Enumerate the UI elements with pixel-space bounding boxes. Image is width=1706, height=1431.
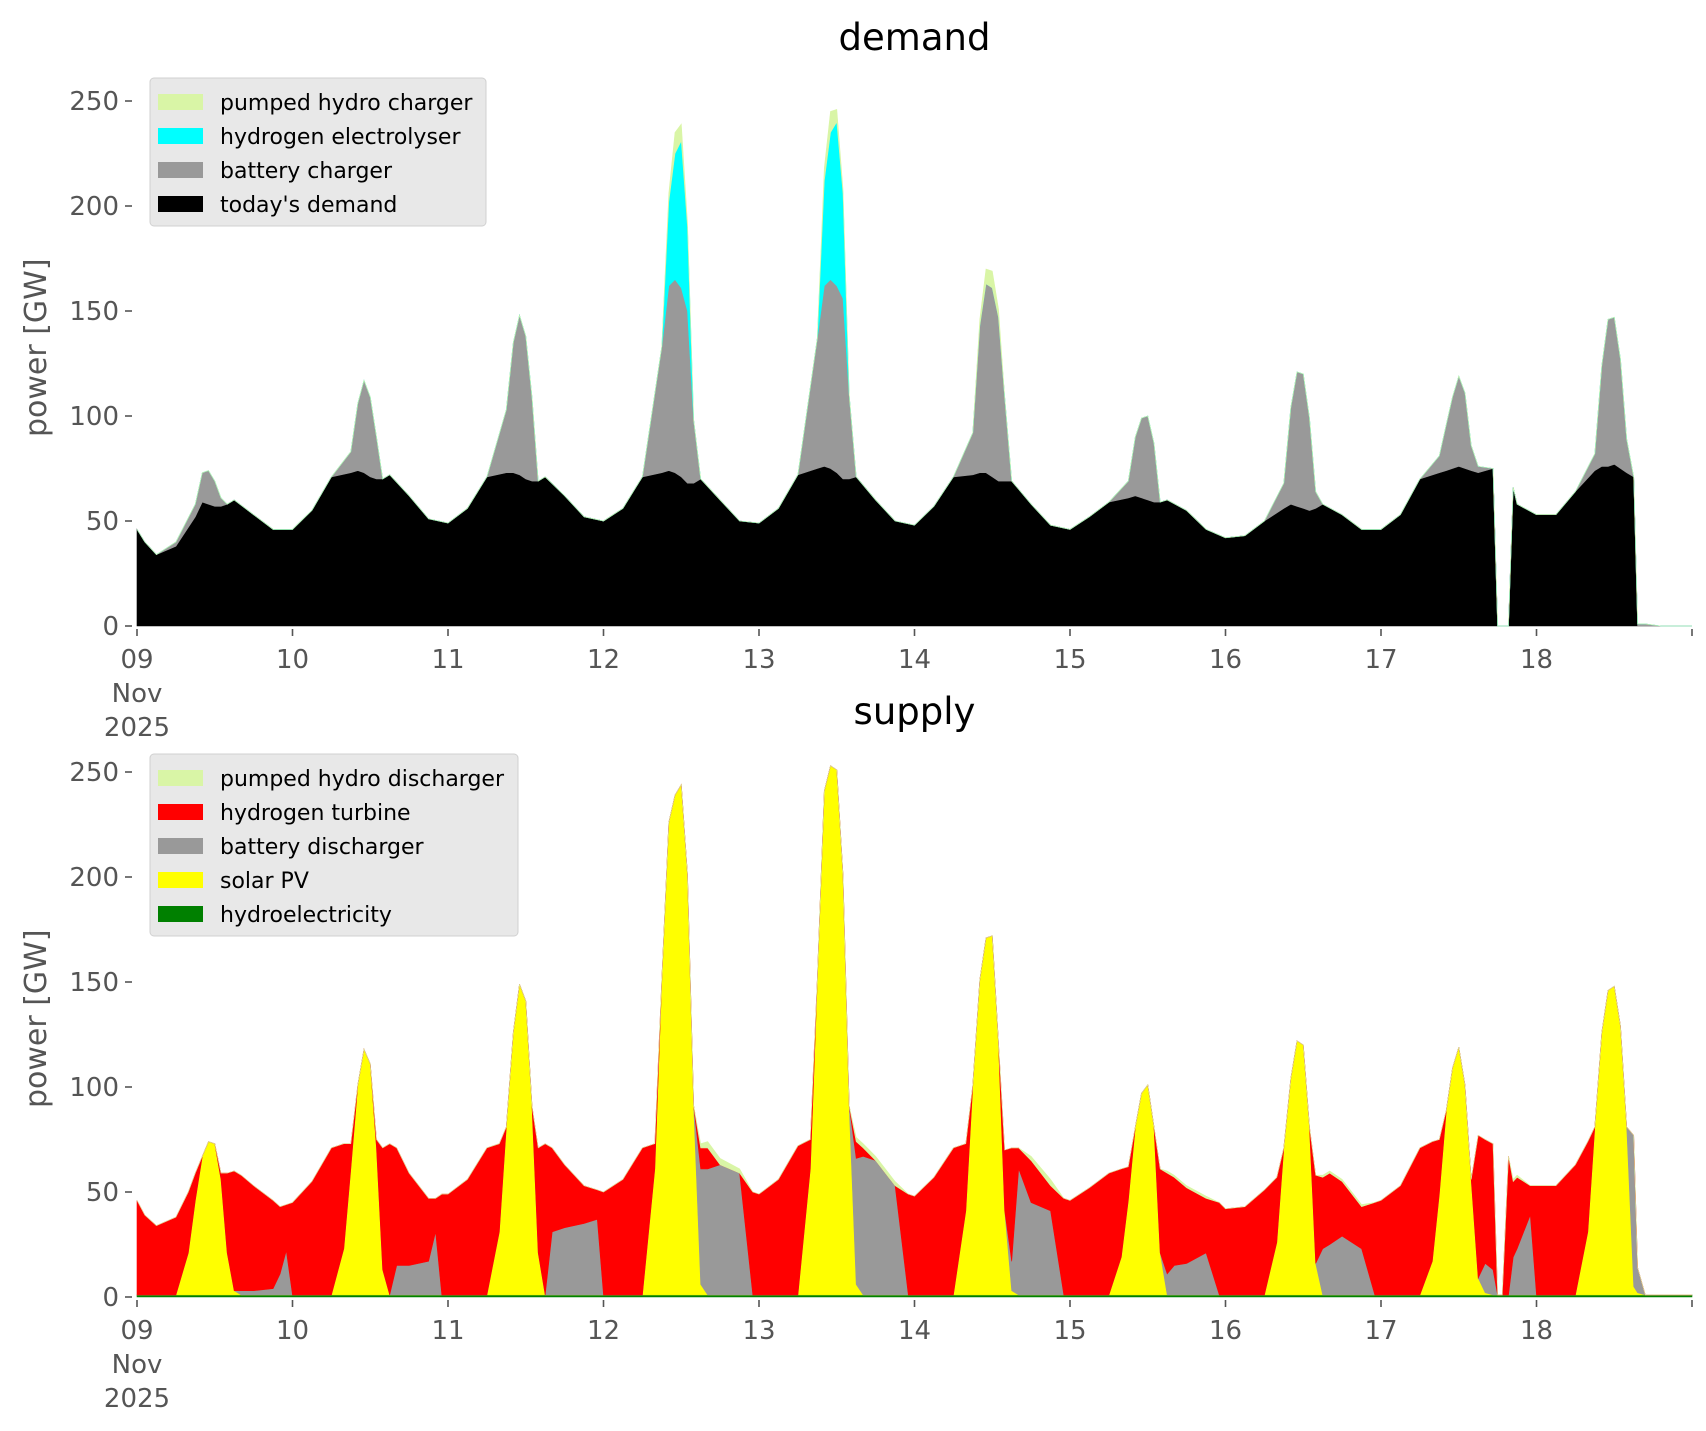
legend-swatch [158, 162, 203, 178]
legend-item: battery discharger [158, 835, 425, 860]
x-tick-label: 18 [1520, 645, 1553, 675]
x-tick-label: 09 [120, 645, 153, 675]
x-tick-label: 10 [276, 1316, 309, 1346]
legend-swatch [158, 128, 203, 144]
area-hydroelectricity [136, 1294, 1693, 1298]
y-tick-label: 200 [69, 192, 119, 222]
x-tick-label: 2025 [104, 1384, 170, 1414]
legend-label: battery charger [220, 159, 393, 184]
area-today-s-demand [136, 463, 1692, 627]
legend-label: pumped hydro discharger [220, 767, 505, 792]
x-tick-label: 2025 [104, 713, 170, 743]
supply-panel: 0 50 100 150 200 250 09 Nov 2025 10 11 12 13 14 15 16 17… [19, 690, 1693, 1414]
y-tick-label: 250 [69, 87, 119, 117]
legend-item: pumped hydro discharger [158, 767, 505, 792]
legend-swatch [158, 804, 203, 820]
y-tick-label: 50 [86, 1178, 119, 1208]
y-tick-label: 100 [69, 1073, 119, 1103]
x-tick-label: Nov [112, 1350, 163, 1380]
legend-item: battery charger [158, 159, 393, 184]
legend-swatch [158, 838, 203, 854]
legend-item: today's demand [158, 193, 397, 218]
area-pumped-hydro-discharger [136, 765, 1692, 1296]
x-tick-label: 09 [120, 1316, 153, 1346]
y-tick-label: 250 [69, 758, 119, 788]
x-tick-label: 17 [1364, 1316, 1397, 1346]
supply-title: supply [854, 690, 976, 733]
legend-frame [149, 753, 519, 937]
legend-frame [149, 77, 487, 227]
demand-areas [136, 108, 1692, 627]
supply-legend: pumped hydro discharger hydrogen turbine b… [149, 753, 519, 937]
x-tick-label: 13 [742, 645, 775, 675]
legend-label: hydrogen turbine [220, 801, 411, 826]
x-tick-label: 14 [898, 1316, 931, 1346]
legend-label: solar PV [220, 869, 309, 894]
y-tick-label: 100 [69, 402, 119, 432]
x-tick-label: 10 [276, 645, 309, 675]
area-pumped-hydro-charger [136, 108, 1692, 627]
legend-item: pumped hydro charger [158, 91, 473, 116]
x-tick-label: 15 [1053, 1316, 1086, 1346]
legend-label: battery discharger [220, 835, 425, 860]
x-tick-label: 11 [431, 645, 464, 675]
legend-swatch [158, 770, 203, 786]
legend-item: solar PV [158, 869, 309, 894]
x-tick-label: Nov [112, 679, 163, 709]
x-tick-label: 17 [1364, 645, 1397, 675]
demand-panel: 0 50 100 150 200 250 09 Nov 2025 10 11 12 13 14 15 16 17… [19, 16, 1693, 743]
supply-areas [136, 765, 1693, 1298]
legend-label: hydroelectricity [220, 903, 392, 928]
y-tick-label: 50 [86, 507, 119, 537]
x-tick-label: 11 [431, 1316, 464, 1346]
x-tick-label: 12 [587, 1316, 620, 1346]
y-tick-label: 0 [102, 1283, 119, 1313]
legend-swatch [158, 196, 203, 212]
legend-item: hydroelectricity [158, 903, 392, 928]
demand-title: demand [839, 16, 991, 59]
x-tick-label: 15 [1053, 645, 1086, 675]
x-tick-label: 18 [1520, 1316, 1553, 1346]
y-tick-label: 150 [69, 968, 119, 998]
legend-label: today's demand [220, 193, 397, 218]
legend-swatch [158, 906, 203, 922]
legend-swatch [158, 872, 203, 888]
demand-ylabel: power [GW] [19, 258, 54, 437]
x-tick-label: 13 [742, 1316, 775, 1346]
legend-swatch [158, 94, 203, 110]
y-tick-label: 200 [69, 863, 119, 893]
legend-item: hydrogen turbine [158, 801, 411, 826]
y-tick-label: 150 [69, 297, 119, 327]
legend-label: pumped hydro charger [220, 91, 473, 116]
demand-legend: pumped hydro charger hydrogen electrolyse… [149, 77, 487, 227]
legend-label: hydrogen electrolyser [220, 125, 461, 150]
x-tick-label: 16 [1209, 645, 1242, 675]
x-tick-label: 14 [898, 645, 931, 675]
x-tick-label: 16 [1209, 1316, 1242, 1346]
legend-item: hydrogen electrolyser [158, 125, 461, 150]
y-tick-label: 0 [102, 612, 119, 642]
supply-ylabel: power [GW] [19, 929, 54, 1108]
x-tick-label: 12 [587, 645, 620, 675]
